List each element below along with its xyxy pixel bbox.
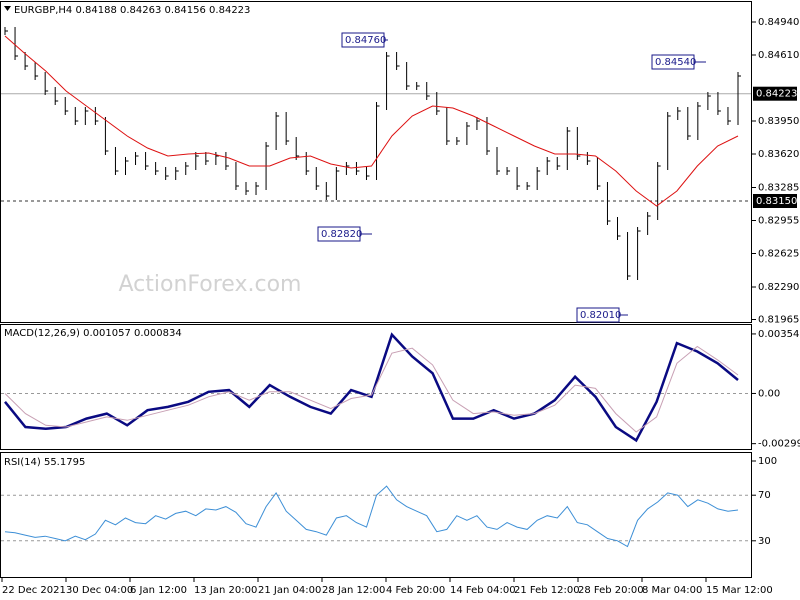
annotation-box [341, 32, 385, 48]
macd-panel [0, 324, 752, 450]
y-tick-label: -0.002992 [758, 439, 800, 450]
rsi-panel [0, 452, 752, 578]
y-tick-label: 0.82625 [758, 249, 799, 260]
y-tick-label: 30 [758, 536, 771, 547]
menu-icon [4, 6, 11, 11]
y-tick-label: 0.81965 [758, 315, 799, 326]
annotation-box [576, 307, 620, 323]
price-level-box [753, 86, 797, 101]
x-tick-label: 28 Jan 12:00 [322, 585, 385, 596]
y-tick-label: 0.83950 [758, 116, 799, 127]
price-level-label: 0.84223 [756, 89, 797, 100]
y-tick-label: 0.84610 [758, 50, 799, 61]
x-tick-label: 8 Mar 04:00 [642, 585, 702, 596]
x-tick-label: 21 Jan 04:00 [258, 585, 321, 596]
annotation-label: 0.82820 [321, 229, 362, 240]
y-tick-label: 0.003548 [758, 329, 800, 340]
panel-title: EURGBP,H4 0.84188 0.84263 0.84156 0.8422… [14, 5, 250, 16]
annotation-box [317, 226, 361, 242]
y-tick-label: 100 [758, 456, 777, 467]
series-line [4, 345, 739, 433]
y-tick-label: 0.84940 [758, 17, 799, 28]
annotation-box [651, 54, 695, 70]
series-line [4, 35, 739, 207]
y-tick-label: 0.82955 [758, 216, 799, 227]
annotation-label: 0.84540 [655, 57, 696, 68]
x-tick-label: 28 Feb 20:00 [578, 585, 644, 596]
y-tick-label: 0.00 [758, 388, 780, 399]
y-tick-label: 0.82290 [758, 282, 799, 293]
series-line [4, 485, 739, 548]
series-line [4, 332, 739, 443]
x-tick-label: 30 Dec 04:00 [66, 585, 133, 596]
annotation-label: 0.82010 [580, 310, 621, 321]
watermark: ActionForex.com [119, 272, 302, 297]
y-tick-label: 0.83620 [758, 149, 799, 160]
y-tick-label: 0.83285 [758, 183, 799, 194]
price-level-box [753, 194, 797, 208]
price-panel [0, 1, 752, 323]
y-tick-label: 70 [758, 490, 771, 501]
x-tick-label: 15 Mar 12:00 [706, 585, 773, 596]
x-tick-label: 14 Feb 04:00 [450, 585, 516, 596]
annotation-label: 0.84760 [345, 35, 386, 46]
x-tick-label: 21 Feb 12:00 [514, 585, 580, 596]
x-tick-label: 22 Dec 2021 [2, 585, 66, 596]
panel-title: MACD(12,26,9) 0.001057 0.000834 [4, 328, 182, 339]
x-tick-label: 4 Feb 20:00 [386, 585, 445, 596]
x-tick-label: 6 Jan 12:00 [130, 585, 187, 596]
panel-title: RSI(14) 55.1795 [4, 457, 85, 468]
price-level-label: 0.83150 [756, 196, 797, 207]
x-tick-label: 13 Jan 20:00 [194, 585, 257, 596]
